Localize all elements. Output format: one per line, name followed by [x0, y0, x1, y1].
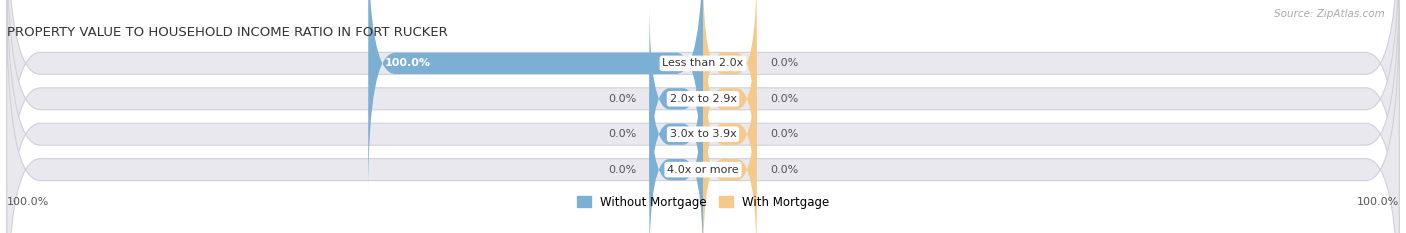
FancyBboxPatch shape — [7, 0, 1399, 233]
Text: 4.0x or more: 4.0x or more — [668, 165, 738, 175]
FancyBboxPatch shape — [703, 39, 756, 230]
FancyBboxPatch shape — [703, 3, 756, 194]
FancyBboxPatch shape — [703, 0, 756, 159]
FancyBboxPatch shape — [703, 74, 756, 233]
FancyBboxPatch shape — [368, 0, 703, 194]
Text: 0.0%: 0.0% — [607, 165, 636, 175]
Text: 0.0%: 0.0% — [770, 58, 799, 68]
Text: 3.0x to 3.9x: 3.0x to 3.9x — [669, 129, 737, 139]
Text: Less than 2.0x: Less than 2.0x — [662, 58, 744, 68]
Text: 2.0x to 2.9x: 2.0x to 2.9x — [669, 94, 737, 104]
FancyBboxPatch shape — [650, 74, 703, 233]
Text: PROPERTY VALUE TO HOUSEHOLD INCOME RATIO IN FORT RUCKER: PROPERTY VALUE TO HOUSEHOLD INCOME RATIO… — [7, 26, 447, 39]
FancyBboxPatch shape — [7, 0, 1399, 230]
FancyBboxPatch shape — [650, 39, 703, 230]
Text: 0.0%: 0.0% — [607, 129, 636, 139]
FancyBboxPatch shape — [650, 3, 703, 194]
Legend: Without Mortgage, With Mortgage: Without Mortgage, With Mortgage — [572, 191, 834, 213]
Text: 100.0%: 100.0% — [1357, 197, 1399, 207]
Text: 0.0%: 0.0% — [607, 94, 636, 104]
Text: 0.0%: 0.0% — [770, 94, 799, 104]
Text: Source: ZipAtlas.com: Source: ZipAtlas.com — [1274, 9, 1385, 19]
Text: 100.0%: 100.0% — [385, 58, 432, 68]
Text: 0.0%: 0.0% — [770, 165, 799, 175]
FancyBboxPatch shape — [7, 0, 1399, 233]
Text: 100.0%: 100.0% — [7, 197, 49, 207]
Text: 0.0%: 0.0% — [770, 129, 799, 139]
FancyBboxPatch shape — [7, 3, 1399, 233]
